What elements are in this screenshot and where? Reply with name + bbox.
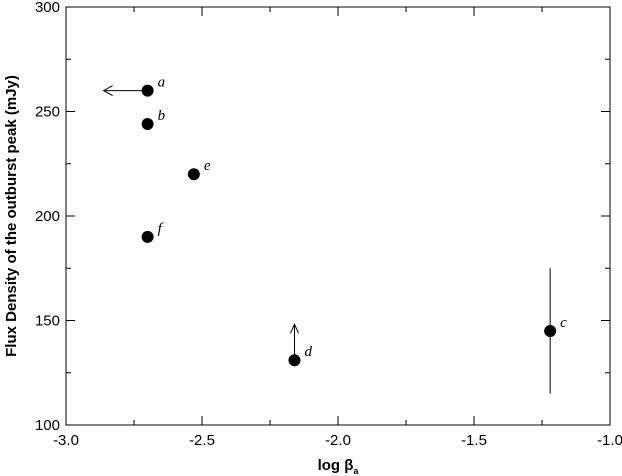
axis-ticks [65, 6, 611, 426]
x-tick-label: -1.5 [461, 432, 487, 449]
data-point-e [187, 168, 200, 181]
x-axis-title-main: log β [318, 457, 354, 474]
data-marks [102, 84, 557, 394]
point-label-c: c [560, 315, 567, 331]
y-axis-title: Flux Density of the outburst peak (mJy) [3, 75, 20, 357]
data-point-c [544, 324, 557, 337]
point-labels: a b e f d c [158, 75, 568, 361]
data-point-f [141, 230, 154, 243]
point-label-a: a [158, 75, 166, 91]
data-point-d [288, 354, 301, 367]
plot-frame [65, 6, 611, 426]
data-point-b [141, 118, 154, 131]
y-tick-label: 200 [35, 208, 60, 225]
x-tick-label: -1.0 [597, 432, 622, 449]
x-axis-title-subscript: a [353, 466, 359, 476]
y-tick-label: 250 [35, 104, 60, 121]
point-label-e: e [204, 158, 211, 174]
point-label-b: b [158, 108, 166, 124]
y-tick-label: 150 [35, 313, 60, 330]
x-tick-label: -2.0 [325, 432, 351, 449]
x-axis-title: log βa [318, 457, 360, 476]
point-label-f: f [158, 221, 164, 237]
y-tick-label: 300 [35, 0, 60, 16]
point-label-d: d [304, 344, 312, 360]
y-tick-label: 100 [35, 417, 60, 434]
x-tick-label: -2.5 [189, 432, 215, 449]
limit-arrow-head-d [290, 322, 299, 334]
data-point-a [141, 84, 154, 97]
x-tick-label: -3.0 [53, 432, 79, 449]
axis-tick-labels: -3.0 -2.5 -2.0 -1.5 -1.0 100 150 200 250 300 [35, 0, 622, 449]
limit-arrow-head-a [102, 85, 113, 97]
